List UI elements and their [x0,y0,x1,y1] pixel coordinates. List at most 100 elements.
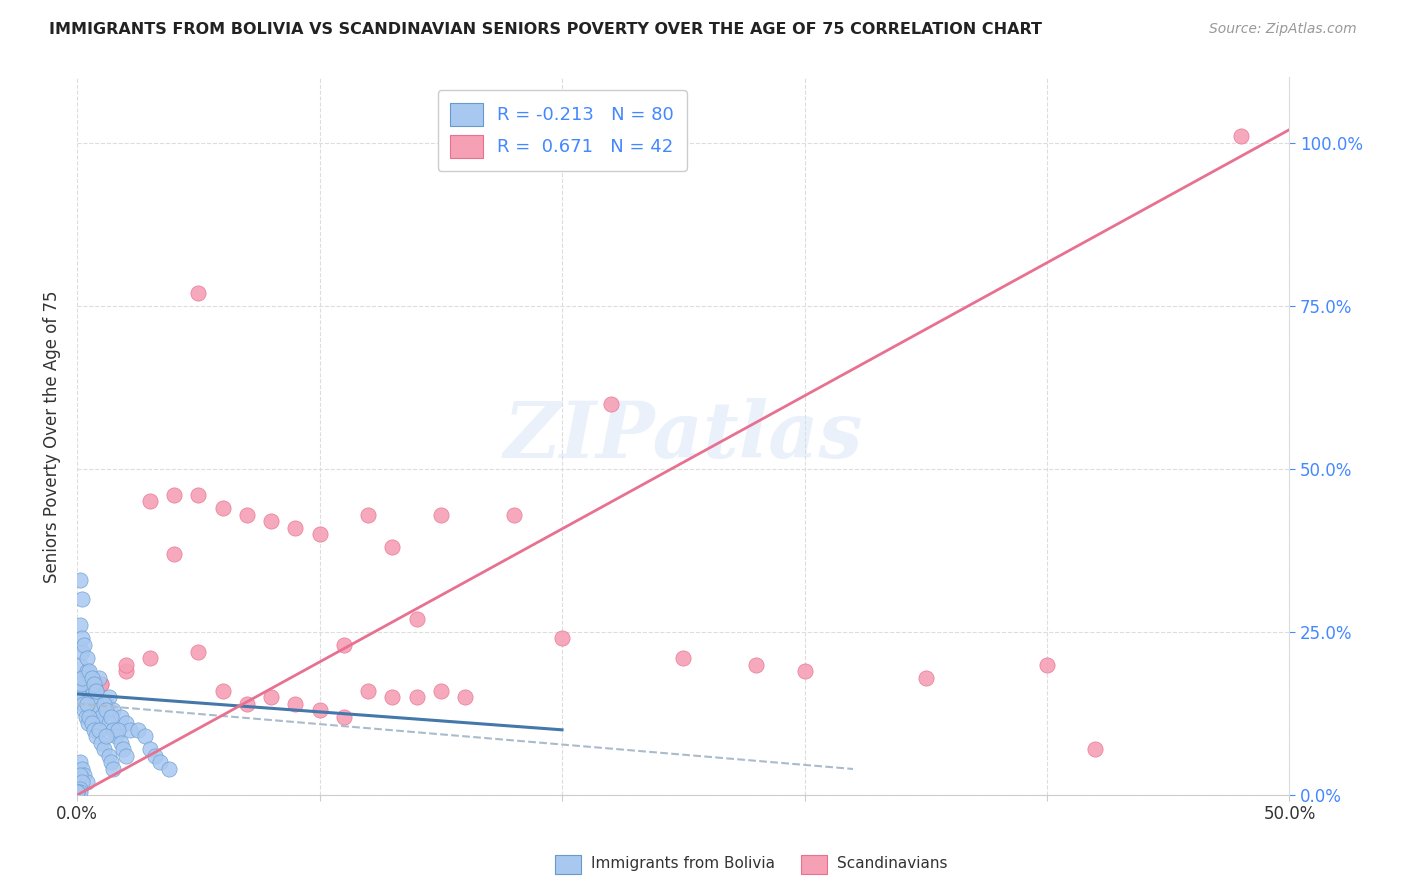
Text: IMMIGRANTS FROM BOLIVIA VS SCANDINAVIAN SENIORS POVERTY OVER THE AGE OF 75 CORRE: IMMIGRANTS FROM BOLIVIA VS SCANDINAVIAN … [49,22,1042,37]
Point [70,644,93,658]
Point [77,664,100,678]
Point [97,716,120,731]
Point [76,697,98,711]
Point [69,781,91,796]
Point [90,677,112,691]
Point [381,540,404,554]
Point [69,573,91,587]
Point [93,742,115,756]
Point [103,703,125,717]
Point [86,683,108,698]
Point [745,657,768,672]
Point [86,683,108,698]
Point [73,638,96,652]
Point [70,671,93,685]
Point [308,703,330,717]
Point [163,488,186,502]
Point [73,703,96,717]
Point [284,697,307,711]
Point [672,651,695,665]
Point [70,592,93,607]
Point [599,397,621,411]
Point [114,657,136,672]
Point [157,762,180,776]
Point [66,785,89,799]
Point [236,508,259,522]
Point [454,690,477,705]
Point [80,671,103,685]
Point [83,703,105,717]
Point [90,677,112,691]
Point [793,664,815,678]
Point [69,657,91,672]
Point [103,762,125,776]
Point [87,703,110,717]
Point [77,710,100,724]
Point [381,690,404,705]
Point [76,651,98,665]
Point [100,710,122,724]
Point [357,683,380,698]
Point [77,716,100,731]
Point [96,730,118,744]
Point [93,697,115,711]
Point [114,748,136,763]
Point [73,690,96,705]
Point [914,671,936,685]
Point [211,683,233,698]
Point [69,756,91,770]
Point [139,494,162,508]
Point [75,710,97,724]
Point [357,508,380,522]
Point [86,730,108,744]
Point [430,508,453,522]
Point [83,690,105,705]
Point [77,683,100,698]
Point [83,723,105,737]
Point [76,664,98,678]
Point [187,488,209,502]
Text: Immigrants from Bolivia: Immigrants from Bolivia [591,856,775,871]
Point [211,501,233,516]
Text: Source: ZipAtlas.com: Source: ZipAtlas.com [1209,22,1357,37]
Point [1036,657,1059,672]
Y-axis label: Seniors Poverty Over the Age of 75: Seniors Poverty Over the Age of 75 [44,290,60,582]
Point [70,775,93,789]
Point [97,748,120,763]
Point [77,677,100,691]
Text: Scandinavians: Scandinavians [837,856,948,871]
Point [405,612,427,626]
Point [90,710,112,724]
Point [72,697,94,711]
Point [103,723,125,737]
Point [70,632,93,646]
Text: ZIPatlas: ZIPatlas [503,398,863,475]
Point [80,716,103,731]
Point [139,742,162,756]
Point [143,748,166,763]
Point [260,690,283,705]
Point [1230,129,1253,144]
Point [260,514,283,528]
Point [80,697,103,711]
Point [127,723,149,737]
Point [69,690,91,705]
Point [86,697,108,711]
Point [308,527,330,541]
Point [187,285,209,300]
Point [100,756,122,770]
Point [110,736,132,750]
Point [73,768,96,782]
Point [187,644,209,658]
Point [104,730,127,744]
Point [134,730,156,744]
Point [284,520,307,534]
Point [1084,742,1107,756]
Point [96,697,118,711]
Point [69,768,91,782]
Point [69,785,91,799]
Point [87,671,110,685]
Point [551,632,574,646]
Point [67,683,90,698]
Point [163,547,186,561]
